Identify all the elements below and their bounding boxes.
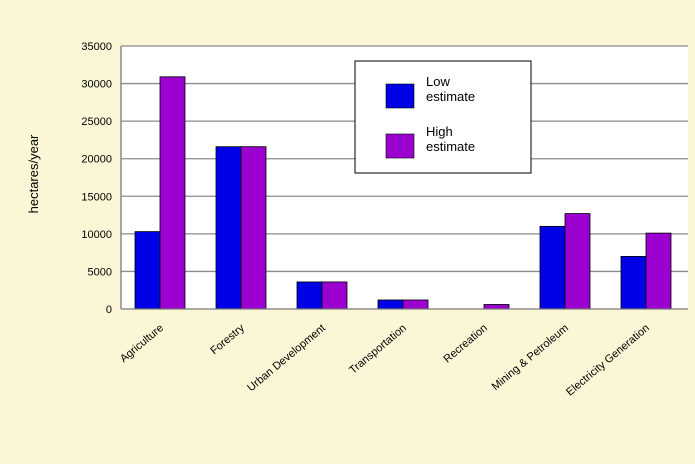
y-tick-label: 0 [106, 304, 112, 316]
bar-low-urban-development [296, 281, 323, 310]
y-tick-label: 15000 [81, 191, 112, 203]
x-category-label: Electricity Generation [564, 322, 652, 398]
bar-high-agriculture [159, 76, 186, 310]
bar-high-electricity-generation [645, 232, 672, 310]
bar-high-urban-development [321, 281, 348, 310]
y-tick-label: 25000 [81, 116, 112, 128]
y-tick-label: 35000 [81, 41, 112, 53]
bar-low-transportation [377, 299, 404, 310]
x-category-label: Mining & Petroleum [490, 322, 571, 393]
x-category-label: Transportation [347, 322, 409, 377]
x-category-label: Recreation [441, 322, 489, 365]
legend-label: estimate [426, 89, 475, 104]
bar-low-agriculture [134, 231, 161, 310]
legend-label: estimate [426, 139, 475, 154]
legend-swatch [385, 133, 415, 159]
y-tick-label: 10000 [81, 229, 112, 241]
x-category-label: Urban Development [245, 322, 328, 394]
y-tick-label: 20000 [81, 154, 112, 166]
y-tick-label: 5000 [88, 266, 112, 278]
legend-swatch [385, 83, 415, 109]
bar-low-mining-petroleum [539, 225, 566, 310]
x-category-label: Agriculture [118, 322, 166, 365]
legend-label: Low [426, 74, 450, 89]
legend-box [354, 60, 532, 174]
legend-label: High [426, 124, 453, 139]
bar-low-electricity-generation [620, 255, 647, 310]
bar-high-forestry [240, 146, 267, 310]
bar-low-forestry [215, 146, 242, 310]
bar-high-transportation [402, 299, 429, 310]
y-tick-label: 30000 [81, 79, 112, 91]
x-category-label: Forestry [208, 322, 247, 357]
y-axis-title: hectares/year [26, 134, 41, 213]
bar-high-recreation [483, 304, 510, 310]
bar-high-mining-petroleum [564, 213, 591, 310]
y-tick-labels: 0 5000 10000 15000 20000 25000 30000 35000 [81, 41, 112, 316]
